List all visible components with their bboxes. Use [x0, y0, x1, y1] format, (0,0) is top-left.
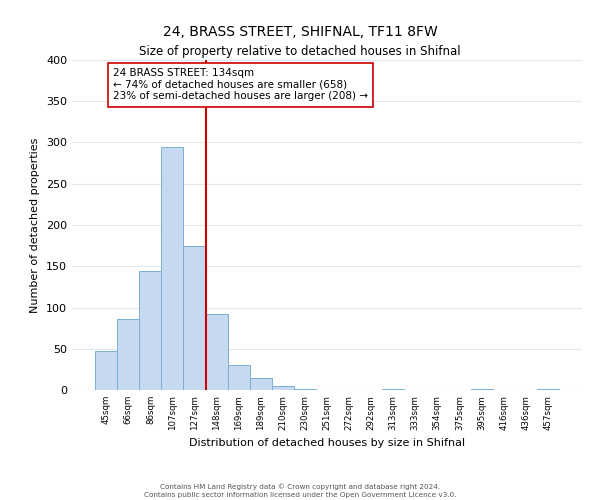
- Text: Contains HM Land Registry data © Crown copyright and database right 2024.
Contai: Contains HM Land Registry data © Crown c…: [144, 484, 456, 498]
- Bar: [117, 319, 139, 390]
- Text: Size of property relative to detached houses in Shifnal: Size of property relative to detached ho…: [139, 45, 461, 58]
- Y-axis label: Number of detached properties: Number of detached properties: [31, 138, 40, 312]
- Bar: [250, 378, 272, 390]
- Text: 24, BRASS STREET, SHIFNAL, TF11 8FW: 24, BRASS STREET, SHIFNAL, TF11 8FW: [163, 25, 437, 39]
- Bar: [382, 389, 404, 390]
- Bar: [294, 389, 316, 390]
- Bar: [161, 146, 184, 390]
- Bar: [139, 271, 161, 390]
- X-axis label: Distribution of detached houses by size in Shifnal: Distribution of detached houses by size …: [189, 438, 465, 448]
- Bar: [95, 351, 117, 390]
- Text: 24 BRASS STREET: 134sqm
← 74% of detached houses are smaller (658)
23% of semi-d: 24 BRASS STREET: 134sqm ← 74% of detache…: [113, 68, 368, 102]
- Bar: [537, 389, 559, 390]
- Bar: [184, 246, 206, 390]
- Bar: [206, 314, 227, 390]
- Bar: [470, 389, 493, 390]
- Bar: [227, 365, 250, 390]
- Bar: [272, 386, 294, 390]
